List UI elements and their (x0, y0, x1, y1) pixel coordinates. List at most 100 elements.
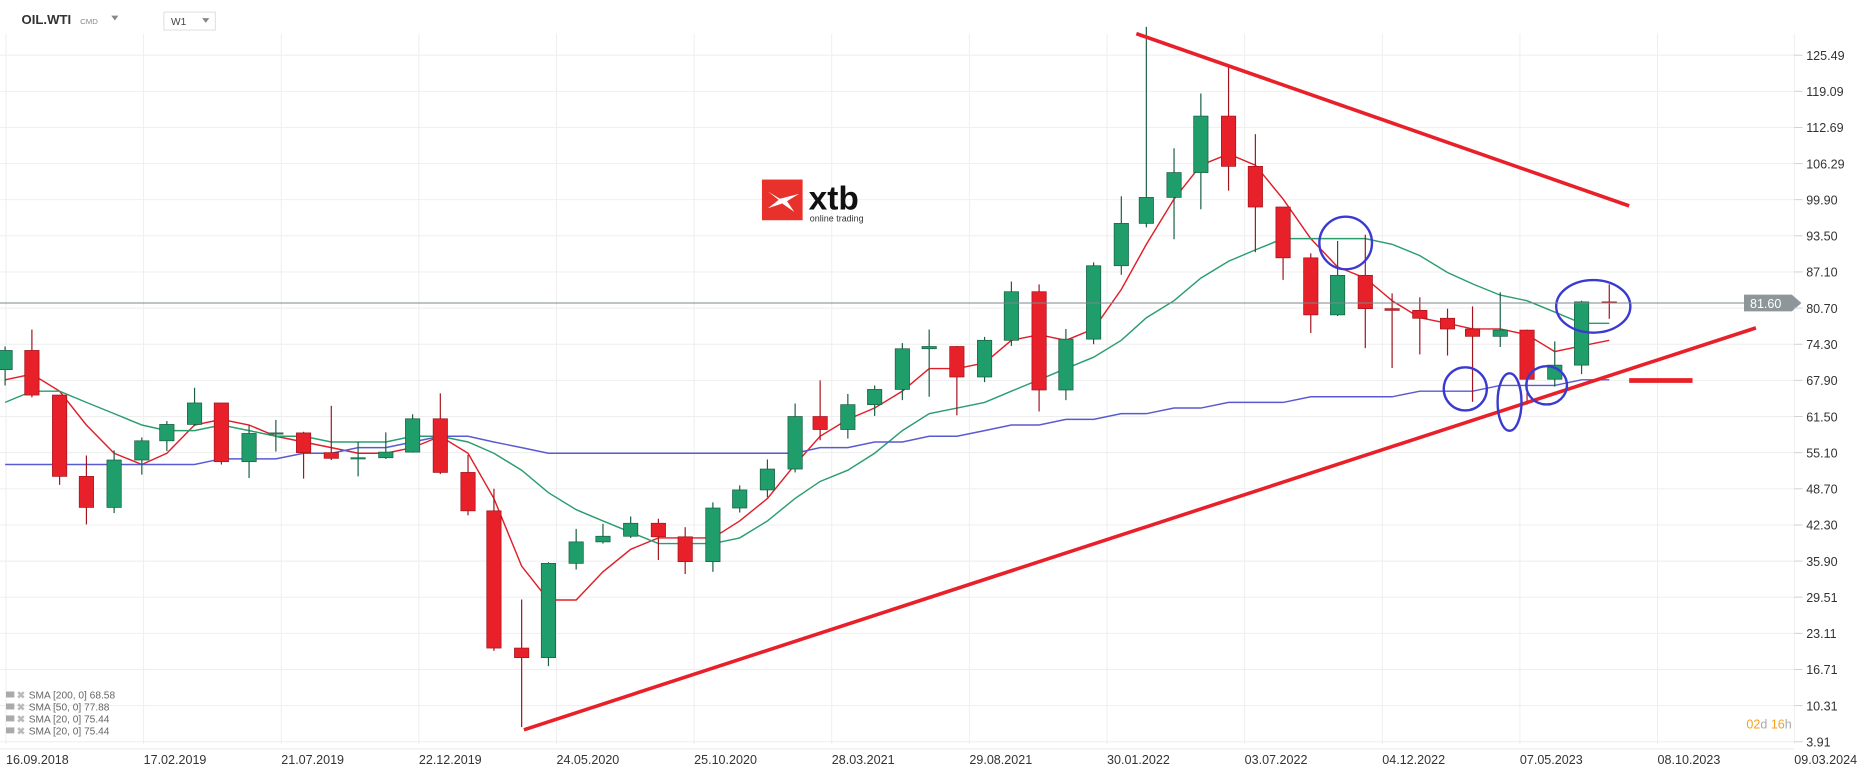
indicator-label: SMA [20, 0] 75.44 (29, 727, 110, 738)
logo-x-icon (767, 191, 800, 212)
candle-body (378, 451, 394, 459)
candle-body (840, 404, 856, 430)
indicator-settings-icon[interactable] (5, 691, 15, 698)
highlight-circle[interactable] (1318, 215, 1374, 271)
indicator-label: SMA [50, 0] 77.88 (29, 703, 110, 714)
support-trendline[interactable] (523, 326, 1757, 732)
y-tick-label: 93.50 (1806, 230, 1837, 244)
sma-line (4, 237, 1610, 545)
candle-body (78, 476, 94, 508)
price-tag-shape (1743, 294, 1802, 312)
candle-body (350, 457, 366, 460)
candle-body (1465, 328, 1481, 337)
candle-body (977, 339, 993, 378)
candle-body (268, 432, 284, 435)
countdown-days: 02 (1746, 718, 1760, 732)
candle-body (514, 647, 530, 659)
candle-body (677, 536, 693, 563)
candle-body (1275, 206, 1291, 259)
indicator-label: SMA [200, 0] 68.58 (29, 691, 116, 702)
indicator-settings-icon[interactable] (5, 703, 15, 710)
candle-body (134, 440, 150, 461)
candle-body (187, 402, 203, 425)
candle-body (1303, 257, 1319, 316)
y-tick-label: 55.10 (1806, 446, 1837, 460)
candle-body (1058, 338, 1074, 391)
highlight-circle[interactable] (1496, 372, 1523, 432)
remove-indicator-icon[interactable]: ✖ (17, 703, 26, 714)
y-tick-label: 48.70 (1806, 483, 1837, 497)
current-price-tag: 81.60 (1743, 294, 1802, 312)
candle-body (1330, 274, 1346, 316)
candle-body (1138, 197, 1154, 224)
candle-body (1384, 308, 1400, 311)
x-tick-label: 22.12.2019 (419, 753, 482, 767)
candle-body (323, 452, 339, 459)
interval-select[interactable]: W1 (163, 11, 216, 31)
xtb-logo: xtb online trading (761, 179, 864, 223)
price-tag-value: 81.60 (1750, 297, 1781, 311)
countdown-d: d (1760, 718, 1767, 732)
remove-indicator-icon[interactable]: ✖ (17, 715, 26, 726)
x-tick-label: 21.07.2019 (281, 753, 344, 767)
candle-body (432, 418, 448, 473)
x-tick-label: 16.09.2018 (6, 753, 69, 767)
indicator-settings-icon[interactable] (5, 727, 15, 734)
y-tick-label: 112.69 (1806, 121, 1843, 135)
indicator-lines (4, 153, 1610, 601)
candle-body (1031, 291, 1047, 391)
candle-body (732, 489, 748, 509)
y-tick-label: 119.09 (1806, 85, 1843, 99)
candle-body (867, 389, 883, 406)
candle-body (949, 346, 965, 378)
candle-body (894, 348, 910, 390)
countdown-hours: 16 (1771, 718, 1785, 732)
y-tick-label: 10.31 (1806, 699, 1837, 713)
symbol-dropdown-icon[interactable] (111, 15, 119, 21)
candle-body (1113, 223, 1129, 267)
highlight-circle[interactable] (1555, 278, 1632, 334)
indicator-settings-icon[interactable] (5, 715, 15, 722)
x-tick-label: 24.05.2020 (556, 753, 619, 767)
candle-body (1412, 309, 1428, 319)
candle-body (213, 402, 229, 463)
drawings[interactable] (523, 31, 1757, 732)
remove-indicator-icon[interactable]: ✖ (17, 727, 26, 738)
candle-body (52, 394, 68, 477)
candle-body (1357, 274, 1373, 310)
candle-body (568, 541, 584, 564)
y-tick-label: 42.30 (1806, 519, 1837, 533)
remove-indicator-icon[interactable]: ✖ (17, 691, 26, 702)
highlight-circle[interactable] (1442, 366, 1489, 412)
x-axis[interactable]: 16.09.2018 17.02.2019 21.07.2019 22.12.2019… (6, 753, 1857, 767)
candle-body (650, 522, 666, 538)
candle-body (787, 416, 803, 470)
x-tick-label: 29.08.2021 (969, 753, 1032, 767)
y-tick-label: 23.11 (1806, 627, 1836, 641)
logo-tagline: online trading (810, 213, 864, 223)
symbol-name[interactable]: OIL.WTI (22, 12, 72, 27)
x-tick-label: 08.10.2023 (1658, 753, 1721, 767)
candle-body (241, 433, 257, 463)
candle-body (759, 468, 775, 491)
y-axis[interactable]: 125.49 119.09 112.69 106.29 99.90 93.50 87.10 8… (1794, 49, 1845, 750)
candle-body (1492, 329, 1508, 337)
y-tick-label: 16.71 (1806, 663, 1837, 677)
y-tick-label: 74.30 (1806, 338, 1837, 352)
x-tick-label: 03.07.2022 (1245, 753, 1308, 767)
candle-body (1166, 172, 1182, 198)
x-tick-label: 09.03.2024 (1794, 753, 1857, 767)
candle-body (1003, 291, 1019, 341)
y-tick-label: 61.50 (1806, 410, 1837, 424)
candle-body (0, 350, 13, 371)
x-tick-label: 04.12.2022 (1382, 753, 1445, 767)
candle-body (405, 418, 421, 453)
candles (0, 26, 1617, 728)
y-tick-label: 3.91 (1806, 736, 1830, 750)
resistance-trendline[interactable] (1135, 31, 1630, 208)
highlight-circle[interactable] (1525, 364, 1569, 406)
candle-body (812, 416, 828, 430)
chevron-down-icon (202, 18, 210, 23)
candle-body (460, 472, 476, 512)
